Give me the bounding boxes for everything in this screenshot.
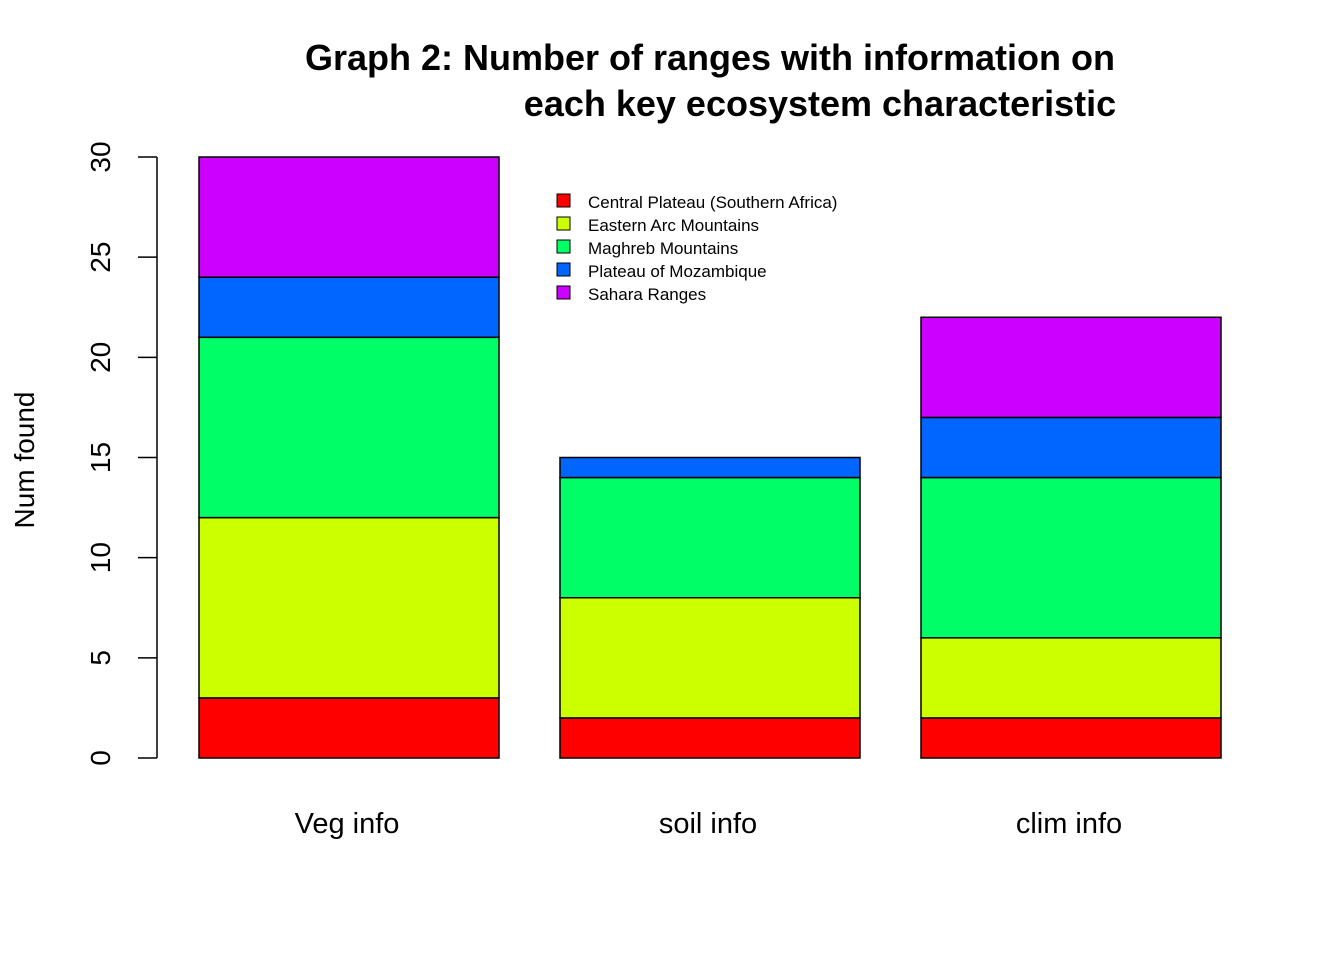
chart-title-line-2: each key ecosystem characteristic [524,83,1116,124]
bar-segment [198,516,500,699]
category-label: soil info [659,808,757,840]
bar-segment [920,476,1222,639]
bar-segment [920,717,1222,759]
bar-segment [198,697,500,759]
y-tick-label: 25 [85,242,116,273]
bar-segment [198,276,500,339]
legend-swatch [556,216,571,231]
legend-label: Maghreb Mountains [588,239,738,258]
y-tick-label: 30 [85,141,116,172]
bar-segment [920,637,1222,719]
y-tick-label: 20 [85,342,116,373]
bar-segment [920,416,1222,479]
legend-swatch [556,239,571,254]
bar-segment [198,336,500,519]
legend: Central Plateau (Southern Africa) Eastern… [556,193,837,304]
legend-label: Plateau of Mozambique [588,262,767,281]
category-label: Veg info [295,808,400,840]
y-axis-label: Num found [9,392,40,529]
bar-segment [559,596,861,719]
bar-segment [559,717,861,759]
legend-label: Eastern Arc Mountains [588,216,759,235]
y-tick-label: 0 [85,750,116,766]
bar-segment [559,476,861,599]
y-tick-label: 10 [85,542,116,573]
bar-segment [559,456,861,479]
legend-label: Central Plateau (Southern Africa) [588,193,837,212]
legend-swatch [556,285,571,300]
legend-swatch [556,193,571,208]
y-tick-label: 15 [85,442,116,473]
bar-segment [198,156,500,278]
y-tick-label: 5 [85,650,116,666]
y-axis: 0 5 10 15 20 25 30 [85,141,158,766]
chart-title-line-1: Graph 2: Number of ranges with informati… [305,37,1115,78]
category-label: clim info [1016,808,1122,840]
legend-label: Sahara Ranges [588,285,706,304]
legend-swatch [556,262,571,277]
category-labels: Veg info soil info clim info [295,808,1123,840]
bars-group [198,156,1222,759]
bar-segment [920,316,1222,419]
